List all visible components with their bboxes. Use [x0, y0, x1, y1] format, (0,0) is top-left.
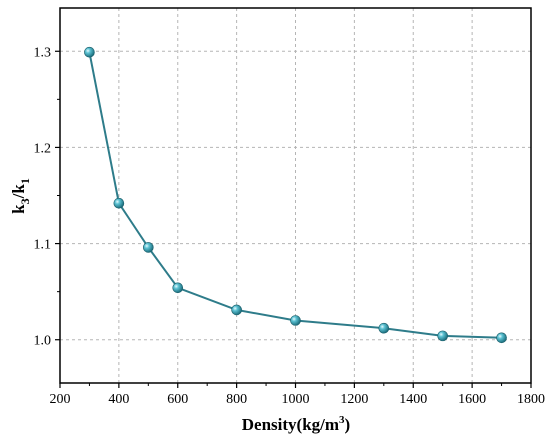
grid-lines — [60, 8, 531, 383]
x-tick-label: 200 — [50, 392, 71, 407]
x-tick-label: 800 — [226, 392, 247, 407]
data-markers — [84, 46, 507, 344]
y-tick-label: 1.3 — [34, 45, 52, 60]
axis-ticks — [55, 50, 532, 388]
x-tick-label: 1600 — [458, 392, 486, 407]
x-tick-label: 1200 — [340, 392, 368, 407]
data-point — [437, 330, 448, 342]
x-tick-labels: 200 400 600 800 1000 1200 1400 1600 1800 — [50, 392, 546, 407]
x-tick-label: 1800 — [517, 392, 545, 407]
x-tick-label: 1000 — [282, 392, 310, 407]
x-tick-label: 400 — [108, 392, 129, 407]
data-point — [290, 315, 301, 326]
y-tick-label: 1.2 — [34, 141, 52, 156]
y-tick-labels: 1.0 1.1 1.2 1.3 — [34, 45, 52, 348]
data-point — [378, 322, 390, 334]
y-tick-label: 1.1 — [34, 238, 52, 253]
x-tick-label: 1400 — [399, 392, 427, 407]
y-tick-label: 1.0 — [34, 334, 52, 349]
y-axis-title: k3/k1 — [9, 178, 32, 214]
data-point — [231, 304, 242, 316]
data-point — [496, 332, 507, 344]
data-point — [84, 46, 95, 58]
x-axis-title: Density(kg/m3) — [242, 414, 350, 434]
data-point — [172, 282, 184, 294]
data-point — [113, 197, 125, 209]
data-point — [143, 242, 154, 253]
x-tick-label: 600 — [167, 392, 188, 407]
